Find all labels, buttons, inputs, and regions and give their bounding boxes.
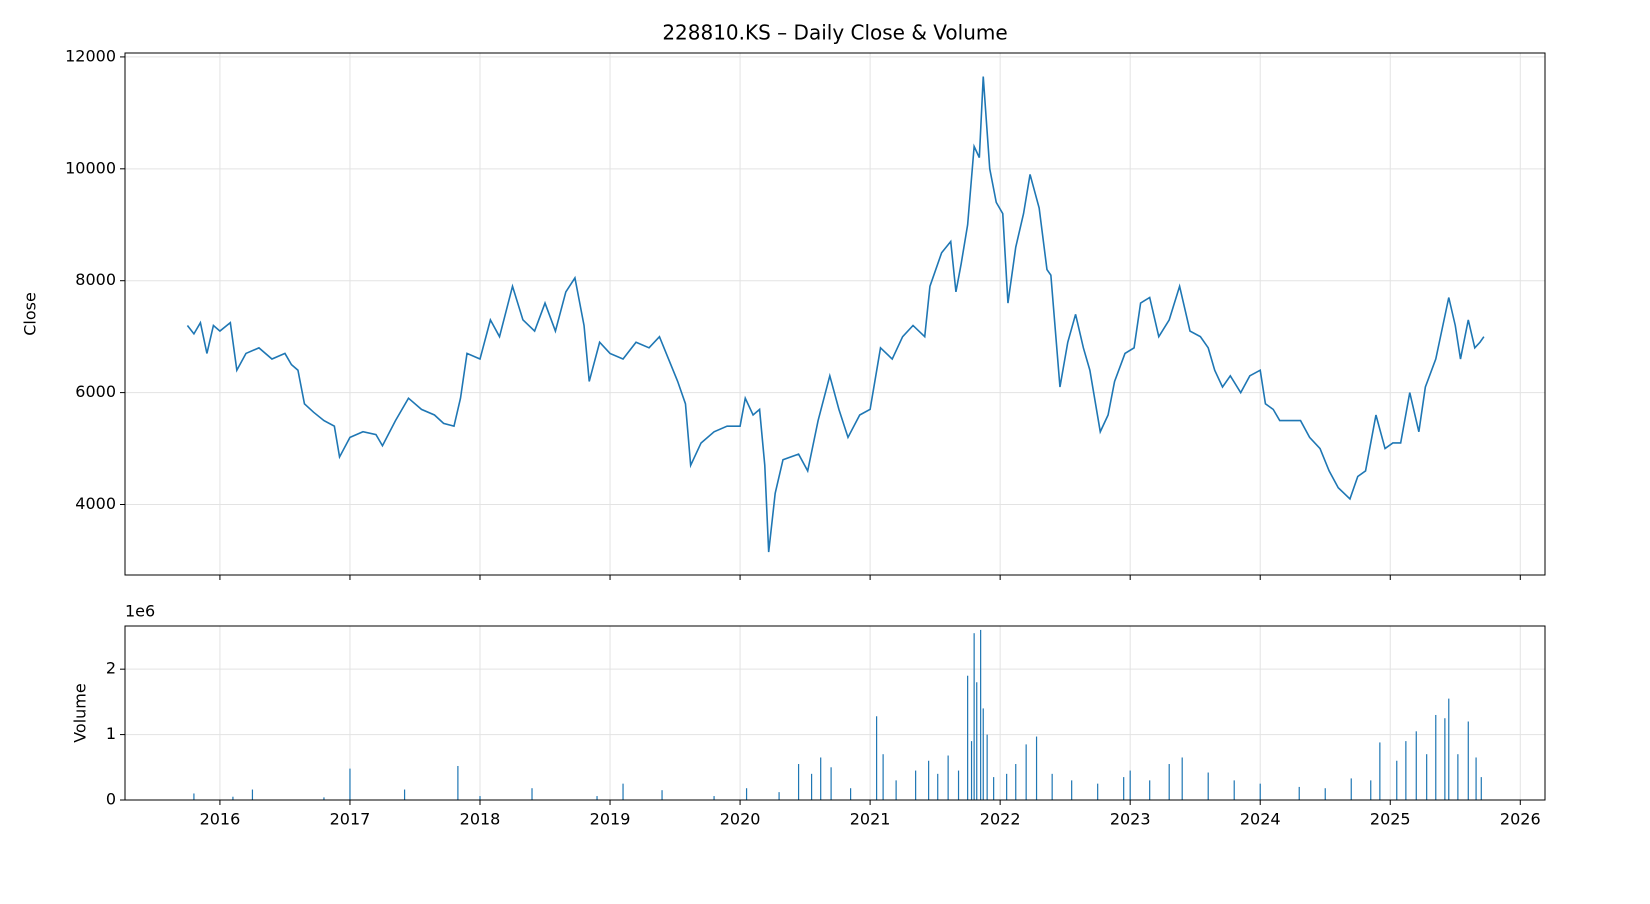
volume-bar (1129, 770, 1131, 800)
volume-bar (1181, 757, 1183, 800)
volume-bar (596, 796, 598, 800)
volume-bar (403, 789, 406, 800)
volume-bar (1435, 714, 1437, 800)
close-line (186, 76, 1485, 553)
volume-bar (1025, 744, 1027, 800)
axes-frame (124, 625, 1546, 801)
volume-bar (1396, 760, 1398, 800)
volume-bar (661, 790, 663, 800)
volume-bar (1298, 786, 1300, 800)
x-tick-label: 2020 (720, 810, 761, 829)
volume-bar (810, 773, 813, 800)
volume-bar (1168, 764, 1170, 800)
volume-bar (1035, 736, 1038, 800)
volume-bar (986, 734, 988, 800)
volume-bar (937, 773, 939, 800)
x-tick-label: 2026 (1500, 810, 1541, 829)
axes-frame (124, 52, 1546, 576)
volume-bar (1467, 721, 1469, 800)
y-tick-label: 0 (106, 790, 116, 809)
volume-bar (1015, 764, 1017, 800)
volume-bar (1426, 754, 1428, 800)
volume-bar (713, 796, 715, 800)
x-tick-label: 2017 (330, 810, 371, 829)
volume-bar (1207, 772, 1209, 800)
x-tick-label: 2018 (460, 810, 501, 829)
x-tick-label: 2021 (850, 810, 891, 829)
volume-bar (232, 796, 234, 800)
volume-bar (915, 770, 917, 800)
volume-bar (457, 765, 459, 800)
volume-bar (820, 757, 822, 800)
volume-bar (1051, 773, 1053, 800)
volume-bar (1457, 754, 1459, 800)
volume-bar (1324, 788, 1326, 800)
y-tick-label: 10000 (65, 158, 116, 177)
volume-bar (479, 796, 481, 800)
y-offset-label: 1e6 (125, 602, 155, 621)
volume-bar (1097, 783, 1099, 800)
volume-bar (928, 760, 930, 800)
volume-bar (980, 629, 982, 800)
volume-bar (1233, 780, 1235, 800)
volume-bar (1444, 718, 1446, 800)
y-tick-label: 12000 (65, 46, 116, 65)
volume-bar (778, 792, 780, 800)
volume-bar (1379, 742, 1381, 800)
volume-bar (1370, 780, 1372, 800)
x-tick-label: 2016 (200, 810, 241, 829)
volume-bar (967, 675, 969, 800)
x-tick-label: 2024 (1240, 810, 1281, 829)
volume-bar (982, 708, 984, 800)
volume-bar (876, 716, 878, 800)
volume-bar (970, 741, 973, 800)
y-tick-label: 8000 (75, 270, 116, 289)
x-tick-label: 2022 (980, 810, 1021, 829)
volume-bar (895, 780, 897, 800)
volume-bar (193, 793, 195, 800)
volume-bar (1259, 783, 1261, 800)
volume-bar (531, 788, 533, 800)
x-tick-label: 2019 (590, 810, 631, 829)
volume-bar (1475, 757, 1477, 800)
volume-bar (1006, 773, 1008, 800)
volume-bar (830, 767, 832, 800)
y-tick-label: 4000 (75, 494, 116, 513)
volume-bar (797, 764, 800, 800)
volume-bar (251, 789, 254, 800)
y-tick-label: 6000 (75, 382, 116, 401)
volume-bar (622, 783, 624, 800)
volume-bar (957, 770, 960, 800)
volume-bar (1123, 777, 1125, 800)
volume-bar (1149, 780, 1151, 800)
y-tick-label: 1 (106, 724, 116, 743)
volume-bar (1405, 741, 1407, 800)
volume-bar (1480, 777, 1482, 800)
volume-bar (1071, 780, 1073, 800)
y-tick-label: 2 (106, 659, 116, 678)
volume-bar (1448, 698, 1450, 800)
volume-bar (745, 788, 748, 800)
volume-bar (1350, 778, 1352, 800)
volume-bar (882, 754, 884, 800)
y-axis-label: Close (21, 292, 40, 336)
y-axis-label: Volume (71, 683, 90, 743)
chart-title: 228810.KS – Daily Close & Volume (662, 21, 1007, 45)
x-tick-label: 2025 (1370, 810, 1411, 829)
volume-bar (349, 768, 351, 800)
volume-bar (323, 797, 325, 800)
volume-bar (947, 755, 949, 800)
volume-bar (976, 682, 978, 800)
x-tick-label: 2023 (1110, 810, 1151, 829)
volume-bar (993, 777, 995, 800)
volume-bar (1415, 731, 1417, 800)
volume-bar (850, 788, 852, 800)
volume-bar (973, 633, 975, 800)
